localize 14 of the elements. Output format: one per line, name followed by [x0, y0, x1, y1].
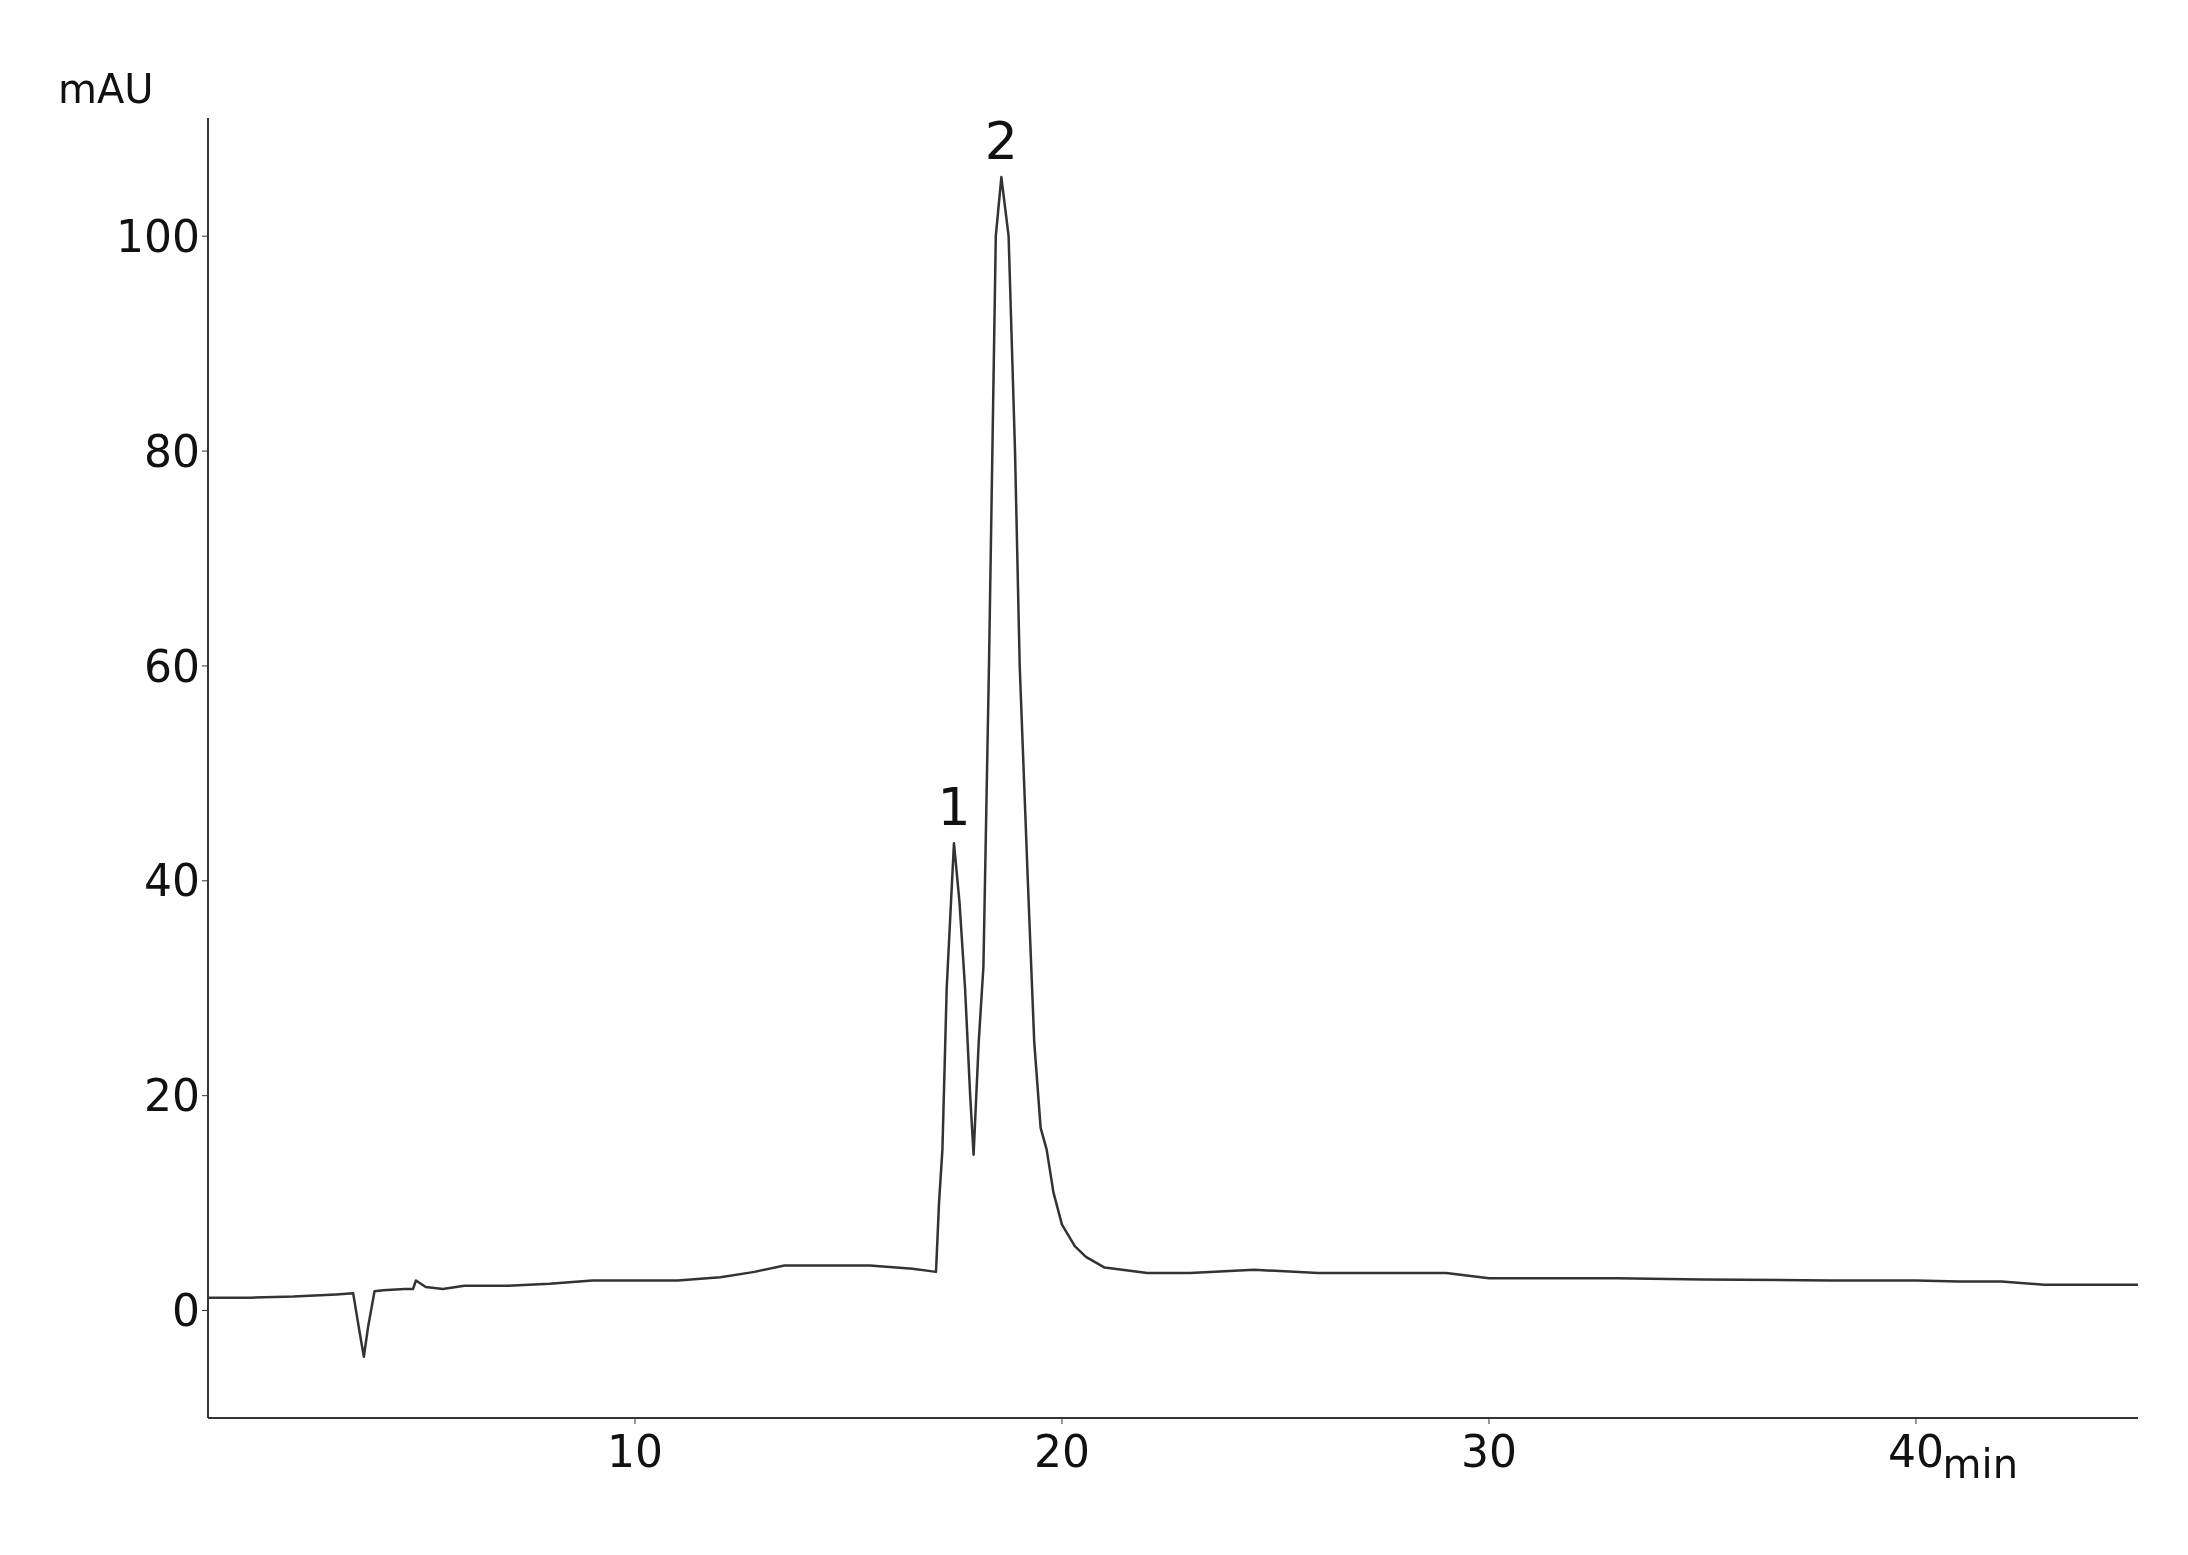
x-tick-label: 20 — [1033, 1426, 1090, 1478]
y-axis-title: mAU — [58, 66, 154, 112]
x-tick-label: 30 — [1460, 1426, 1517, 1478]
y-tick-label: 100 — [116, 210, 200, 262]
x-tick-label: 10 — [606, 1426, 663, 1478]
y-tick-label: 60 — [144, 640, 200, 692]
y-tick-label: 20 — [144, 1070, 200, 1122]
x-axis-title: min — [1942, 1441, 2018, 1487]
annotation: 2 — [984, 111, 1018, 172]
x-tick-label: 40 — [1887, 1426, 1944, 1478]
y-tick-label: 0 — [172, 1285, 200, 1337]
y-tick-label: 40 — [144, 855, 200, 907]
y-tick-label: 80 — [144, 425, 200, 477]
annotation: 1 — [937, 777, 971, 838]
